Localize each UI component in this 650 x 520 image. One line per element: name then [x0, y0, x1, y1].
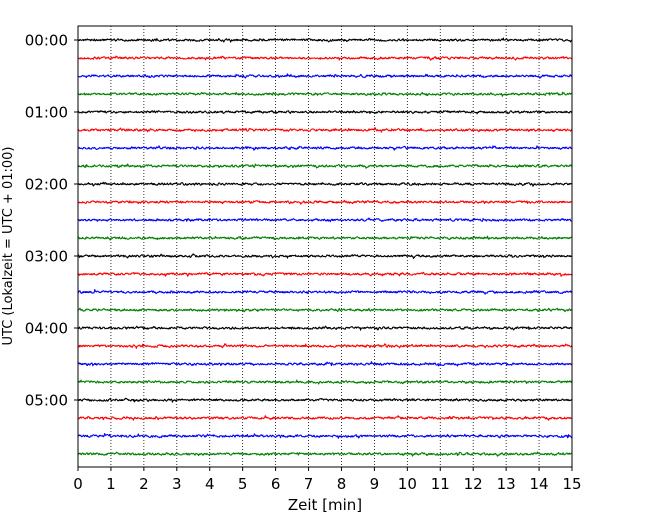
- trace-line: [77, 432, 573, 439]
- trace-line: [77, 181, 573, 187]
- x-tick-label: 13: [497, 475, 516, 493]
- trace-line: [77, 289, 573, 295]
- x-tick-label: 5: [238, 475, 248, 493]
- x-tick-label: 8: [337, 475, 347, 493]
- x-tick-label: 11: [431, 475, 450, 493]
- y-tick-label: 00:00: [25, 32, 68, 50]
- trace-line: [77, 73, 573, 79]
- x-tick-label: 4: [205, 475, 215, 493]
- trace-line: [77, 110, 573, 115]
- trace-group: [77, 37, 573, 457]
- trace-line: [77, 217, 573, 223]
- trace-line: [77, 199, 573, 205]
- trace-line: [77, 37, 573, 43]
- y-tick-label: 02:00: [25, 176, 68, 194]
- x-tick-label: 14: [530, 475, 549, 493]
- trace-line: [77, 127, 573, 133]
- y-tick-label: 05:00: [25, 392, 68, 410]
- x-tick-label: 9: [370, 475, 380, 493]
- trace-line: [77, 145, 573, 151]
- x-axis-ticks: 0 1 2 3 4 5 6 7 8 9 10 11 12 13 14 15: [73, 467, 582, 493]
- y-tick-label: 03:00: [25, 248, 68, 266]
- trace-line: [77, 271, 573, 277]
- x-tick-label: 15: [562, 475, 581, 493]
- y-tick-label: 01:00: [25, 104, 68, 122]
- plot-frame: [77, 25, 573, 468]
- trace-line: [77, 55, 573, 61]
- trace-line: [77, 91, 573, 97]
- x-tick-label: 7: [304, 475, 314, 493]
- trace-line: [77, 163, 573, 169]
- trace-line: [77, 235, 573, 241]
- y-axis-label: UTC (Lokalzeit = UTC + 01:00): [1, 147, 16, 346]
- trace-line: [77, 343, 573, 350]
- x-tick-label: 6: [271, 475, 281, 493]
- trace-line: [77, 325, 573, 331]
- trace-line: [77, 361, 573, 367]
- trace-line: [77, 253, 573, 260]
- x-tick-label: 0: [73, 475, 83, 493]
- x-tick-label: 10: [398, 475, 417, 493]
- x-tick-label: 3: [172, 475, 182, 493]
- trace-line: [77, 451, 573, 457]
- trace-line: [77, 415, 573, 421]
- y-axis-ticks: 00:00 01:00 02:00 03:00 04:00 05:00: [25, 32, 78, 410]
- x-tick-label: 1: [106, 475, 116, 493]
- x-axis-label: Zeit [min]: [288, 496, 362, 514]
- trace-line: [77, 379, 573, 385]
- trace-line: [77, 307, 573, 313]
- trace-line: [77, 397, 573, 403]
- y-tick-label: 04:00: [25, 320, 68, 338]
- x-tick-label: 12: [464, 475, 483, 493]
- x-tick-label: 2: [139, 475, 149, 493]
